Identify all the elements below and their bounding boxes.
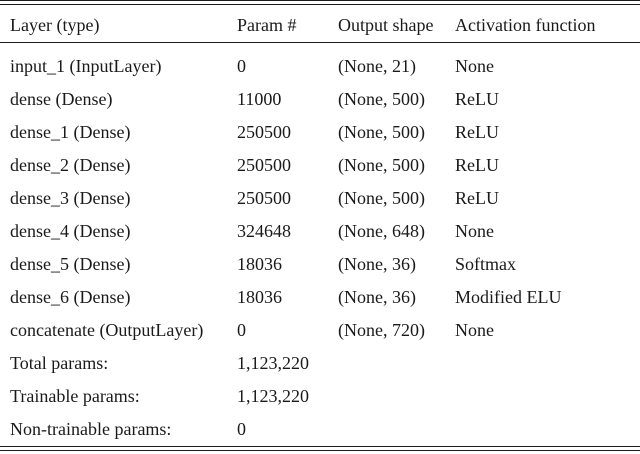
table-top-rule (0, 0, 640, 5)
summary-label: Non-trainable params: (10, 419, 172, 439)
cell-activation: None (455, 320, 494, 340)
cell-activation: None (455, 56, 494, 76)
cell-output-shape: (None, 36) (338, 254, 416, 274)
cell-output-shape: (None, 500) (338, 155, 425, 175)
table-row: input_1 (InputLayer) 0 (None, 21) None (0, 50, 640, 83)
cell-params: 324648 (237, 221, 291, 241)
cell-layer: concatenate (OutputLayer) (10, 320, 204, 340)
table-row: dense_3 (Dense) 250500 (None, 500) ReLU (0, 182, 640, 215)
cell-activation: Softmax (455, 254, 516, 274)
cell-output-shape: (None, 500) (338, 122, 425, 142)
table-header-row: Layer (type) Param # Output shape Activa… (0, 5, 640, 42)
summary-value: 1,123,220 (237, 386, 309, 406)
header-cell-layer-type: Layer (type) (10, 14, 100, 35)
cell-layer: dense_3 (Dense) (10, 188, 131, 208)
cell-layer: dense (Dense) (10, 89, 113, 109)
cell-output-shape: (None, 36) (338, 287, 416, 307)
table-header-rule (0, 42, 640, 43)
table-row: dense_1 (Dense) 250500 (None, 500) ReLU (0, 116, 640, 149)
summary-label: Total params: (10, 353, 109, 373)
cell-output-shape: (None, 720) (338, 320, 425, 340)
cell-params: 250500 (237, 155, 291, 175)
cell-params: 250500 (237, 122, 291, 142)
table-row: dense_4 (Dense) 324648 (None, 648) None (0, 215, 640, 248)
cell-output-shape: (None, 500) (338, 89, 425, 109)
cell-activation: ReLU (455, 122, 499, 142)
header-cell-param-count: Param # (237, 14, 297, 35)
summary-row-non-trainable-params: Non-trainable params: 0 (0, 413, 640, 446)
cell-output-shape: (None, 500) (338, 188, 425, 208)
table-row: dense_5 (Dense) 18036 (None, 36) Softmax (0, 248, 640, 281)
cell-activation: None (455, 221, 494, 241)
cell-output-shape: (None, 648) (338, 221, 425, 241)
cell-params: 0 (237, 320, 246, 340)
cell-params: 18036 (237, 254, 282, 274)
table-row: dense_2 (Dense) 250500 (None, 500) ReLU (0, 149, 640, 182)
cell-activation: ReLU (455, 89, 499, 109)
cell-activation: Modified ELU (455, 287, 562, 307)
cell-layer: dense_6 (Dense) (10, 287, 131, 307)
table-row: dense (Dense) 11000 (None, 500) ReLU (0, 83, 640, 116)
cell-params: 18036 (237, 287, 282, 307)
table-row: dense_6 (Dense) 18036 (None, 36) Modifie… (0, 281, 640, 314)
header-cell-output-shape: Output shape (338, 14, 434, 35)
cell-layer: dense_5 (Dense) (10, 254, 131, 274)
cell-params: 250500 (237, 188, 291, 208)
cell-layer: dense_4 (Dense) (10, 221, 131, 241)
cell-layer: dense_2 (Dense) (10, 155, 131, 175)
cell-params: 11000 (237, 89, 282, 109)
summary-value: 0 (237, 419, 246, 439)
table-row: concatenate (OutputLayer) 0 (None, 720) … (0, 314, 640, 347)
summary-row-trainable-params: Trainable params: 1,123,220 (0, 380, 640, 413)
cell-activation: ReLU (455, 155, 499, 175)
summary-label: Trainable params: (10, 386, 140, 406)
cell-layer: input_1 (InputLayer) (10, 56, 162, 76)
summary-row-total-params: Total params: 1,123,220 (0, 347, 640, 380)
header-cell-activation-function: Activation function (455, 14, 596, 35)
cell-layer: dense_1 (Dense) (10, 122, 131, 142)
summary-value: 1,123,220 (237, 353, 309, 373)
cell-output-shape: (None, 21) (338, 56, 416, 76)
cell-params: 0 (237, 56, 246, 76)
table-bottom-rule (0, 446, 640, 451)
table-body: input_1 (InputLayer) 0 (None, 21) None d… (0, 43, 640, 446)
cell-activation: ReLU (455, 188, 499, 208)
